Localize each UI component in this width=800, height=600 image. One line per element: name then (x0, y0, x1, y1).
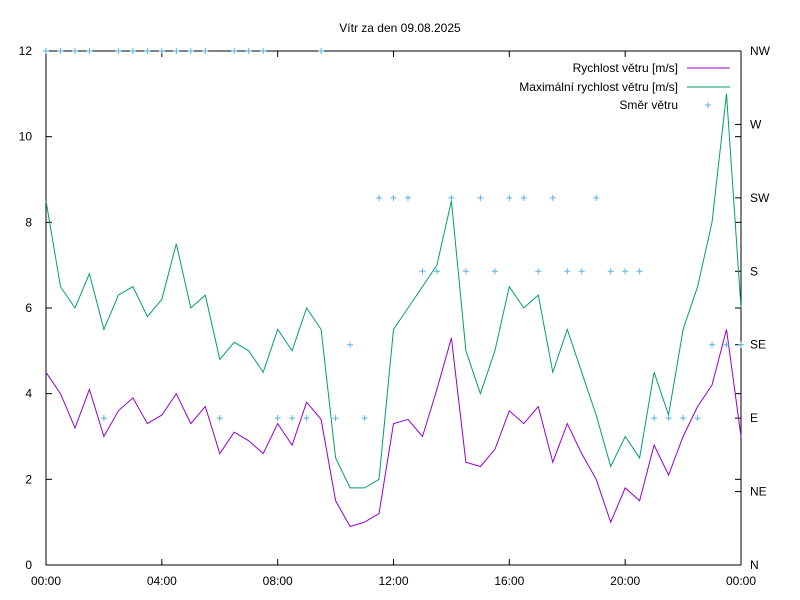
x-tick-label: 16:00 (494, 574, 524, 588)
y-right-tick-label: NW (750, 44, 771, 58)
x-tick-label: 04:00 (147, 574, 177, 588)
direction-point (419, 268, 426, 275)
direction-point (462, 268, 469, 275)
direction-point (549, 194, 556, 201)
y-left-tick-label: 8 (25, 215, 32, 229)
y-left-tick-label: 4 (25, 387, 32, 401)
direction-point (520, 194, 527, 201)
x-tick-label: 00:00 (31, 574, 61, 588)
direction-point (723, 341, 730, 348)
direction-point (535, 268, 542, 275)
direction-point (129, 48, 136, 54)
y-right-tick-label: SE (750, 338, 766, 352)
direction-point (390, 194, 397, 201)
direction-point (158, 48, 165, 54)
direction-point (115, 48, 122, 54)
direction-point (448, 194, 455, 201)
direction-point (636, 268, 643, 275)
plot-frame (45, 50, 742, 566)
direction-point (564, 268, 571, 275)
direction-point (404, 194, 411, 201)
direction-point (607, 268, 614, 275)
legend-label: Maximální rychlost větru [m/s] (519, 80, 678, 94)
direction-point (361, 415, 368, 422)
y-right-tick-label: S (750, 264, 758, 278)
chart-title: Vítr za den 09.08.2025 (339, 21, 461, 35)
direction-point (274, 415, 281, 422)
series-layer (43, 48, 744, 528)
direction-point (43, 48, 49, 54)
direction-point (738, 341, 744, 348)
legend-label: Směr větru (619, 98, 678, 112)
direction-point (144, 48, 151, 54)
direction-point (477, 194, 484, 201)
direction-point (173, 48, 180, 54)
y-right-tick-label: E (750, 411, 758, 425)
x-tick-label: 00:00 (726, 574, 756, 588)
x-tick-label: 08:00 (263, 574, 293, 588)
legend-label: Rychlost větru [m/s] (573, 61, 678, 75)
direction-point (578, 268, 585, 275)
direction-point (347, 341, 354, 348)
direction-point (332, 415, 339, 422)
x-tick-label: 12:00 (378, 574, 408, 588)
direction-point (100, 415, 107, 422)
y-left-tick-label: 10 (19, 130, 33, 144)
direction-point (187, 48, 194, 54)
direction-point (202, 48, 209, 54)
direction-point (289, 415, 296, 422)
y-right-tick-label: N (750, 558, 759, 572)
x-tick-label: 20:00 (610, 574, 640, 588)
direction-point (680, 415, 687, 422)
direction-point (651, 415, 658, 422)
direction-point (506, 194, 513, 201)
direction-point (71, 48, 78, 54)
axes: 0 2 4 6 8 10 12 N NE E SE S SW W NW 00:00 04:00 08:00 12:0… (19, 44, 771, 588)
legend: Rychlost větru [m/s] Maximální rychlost v… (519, 61, 730, 112)
y-left-tick-label: 0 (25, 558, 32, 572)
direction-point (245, 48, 252, 54)
direction-point (622, 268, 629, 275)
direction-point (433, 268, 440, 275)
y-left-tick-label: 2 (25, 472, 32, 486)
speed-series-line (45, 329, 742, 528)
direction-point (694, 415, 701, 422)
y-right-tick-label: SW (750, 191, 770, 205)
direction-point (57, 48, 64, 54)
direction-point (86, 48, 93, 54)
direction-point (318, 48, 325, 54)
direction-point (593, 194, 600, 201)
direction-point (260, 48, 267, 54)
direction-point (231, 48, 238, 54)
max-speed-series-line (45, 93, 742, 489)
direction-point (303, 415, 310, 422)
direction-point (376, 194, 383, 201)
y-right-tick-label: NE (750, 485, 767, 499)
direction-point (216, 415, 223, 422)
direction-point (709, 341, 716, 348)
direction-point (665, 415, 672, 422)
y-left-tick-label: 12 (19, 44, 33, 58)
legend-swatch (705, 102, 711, 108)
y-left-tick-label: 6 (25, 301, 32, 315)
y-right-tick-label: W (750, 117, 762, 131)
direction-point (491, 268, 498, 275)
